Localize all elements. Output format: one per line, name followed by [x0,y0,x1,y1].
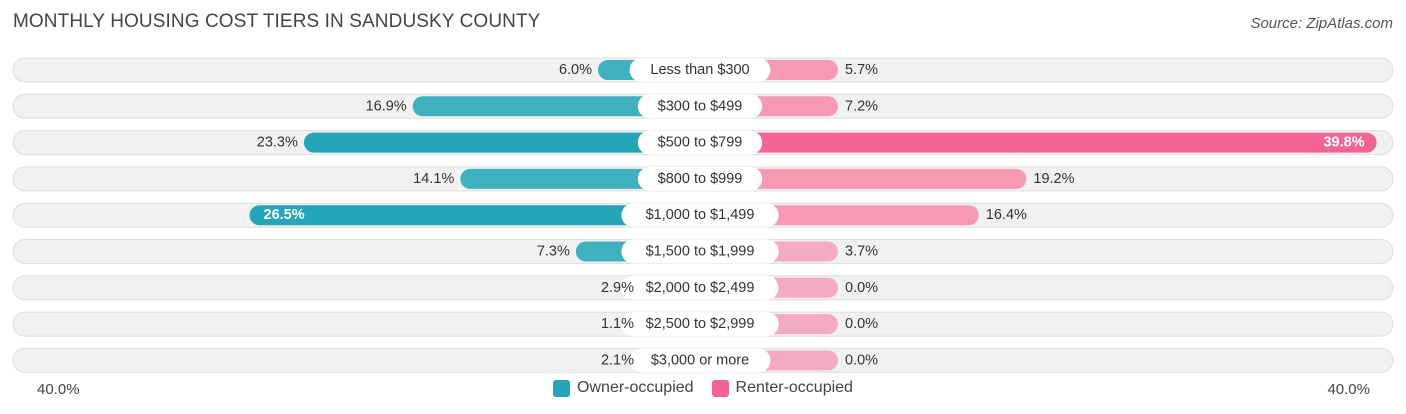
legend-label-renter: Renter-occupied [735,379,853,396]
category-pill [637,94,763,119]
value-label-owner: 26.5% [264,207,305,223]
category-pill [629,348,771,373]
category-label: $500 to $799 [658,135,743,151]
legend-swatch-renter [711,379,729,397]
category-label: $3,000 or more [651,352,749,368]
chart-row[interactable]: $800 to $999 14.1% 19.2% [12,166,1394,192]
bar-owner [249,205,700,226]
category-pill [629,58,771,82]
chart-row[interactable]: Less than $300 6.0% 5.7% [12,57,1394,83]
category-label: $2,000 to $2,499 [646,280,755,296]
value-label-owner: 14.1% [413,171,454,187]
chart-row[interactable]: $1,500 to $1,999 7.3% 3.7% [12,239,1394,264]
value-label-renter: 39.8% [1323,135,1364,151]
value-label-renter: 0.0% [845,280,878,296]
chart-title: MONTHLY HOUSING COST TIERS IN SANDUSKY C… [13,11,541,32]
bar-owner [303,132,700,153]
legend-item-owner[interactable]: Owner-occupied [553,379,694,397]
chart-row[interactable]: $2,500 to $2,999 1.1% 0.0% [12,311,1394,337]
axis-label-right: 40.0% [1327,381,1370,398]
value-label-owner: 7.3% [537,244,570,260]
category-pill [621,275,779,300]
legend: Owner-occupied Renter-occupied [0,379,1406,397]
value-label-owner: 1.1% [601,316,634,332]
category-label: $2,500 to $2,999 [646,316,755,332]
value-label-renter: 5.7% [845,62,878,78]
category-label: $1,500 to $1,999 [646,244,755,260]
category-label: $800 to $999 [658,171,743,187]
value-label-renter: 0.0% [845,316,878,332]
value-label-owner: 2.9% [601,280,634,296]
value-label-renter: 16.4% [986,207,1027,223]
bar-owner [412,96,700,117]
legend-swatch-owner [553,379,571,397]
legend-label-owner: Owner-occupied [577,379,694,396]
value-label-owner: 6.0% [559,62,592,78]
category-pill [621,239,779,264]
category-pill [637,130,763,155]
category-pill [621,203,779,228]
value-label-owner: 2.1% [601,352,634,368]
value-label-renter: 3.7% [845,244,878,260]
bar-renter [700,132,1377,153]
category-label: $1,000 to $1,499 [646,207,755,223]
category-pill [637,166,763,191]
value-label-renter: 0.0% [845,352,878,368]
value-label-renter: 7.2% [845,98,878,114]
category-label: $300 to $499 [658,98,743,114]
chart-row[interactable]: $3,000 or more 2.1% 0.0% [12,347,1394,373]
legend-item-renter[interactable]: Renter-occupied [711,379,853,397]
chart-row[interactable]: $1,000 to $1,499 26.5% 16.4% [12,202,1394,228]
chart-row[interactable]: $300 to $499 16.9% 7.2% [12,93,1394,119]
category-label: Less than $300 [650,62,749,78]
chart-row[interactable]: $500 to $799 23.3% 39.8% [12,130,1394,156]
diverging-bar-chart: Less than $300 6.0% 5.7% $300 to $499 16.9% 7… [12,57,1394,373]
chart-source: Source: ZipAtlas.com [1250,15,1393,32]
bar-renter [700,168,1027,189]
value-label-owner: 23.3% [257,135,298,151]
axis-label-left: 40.0% [37,381,80,398]
category-pill [621,312,779,337]
chart-row[interactable]: $2,000 to $2,499 2.9% 0.0% [12,275,1394,301]
value-label-owner: 16.9% [366,98,407,114]
value-label-renter: 19.2% [1033,171,1074,187]
